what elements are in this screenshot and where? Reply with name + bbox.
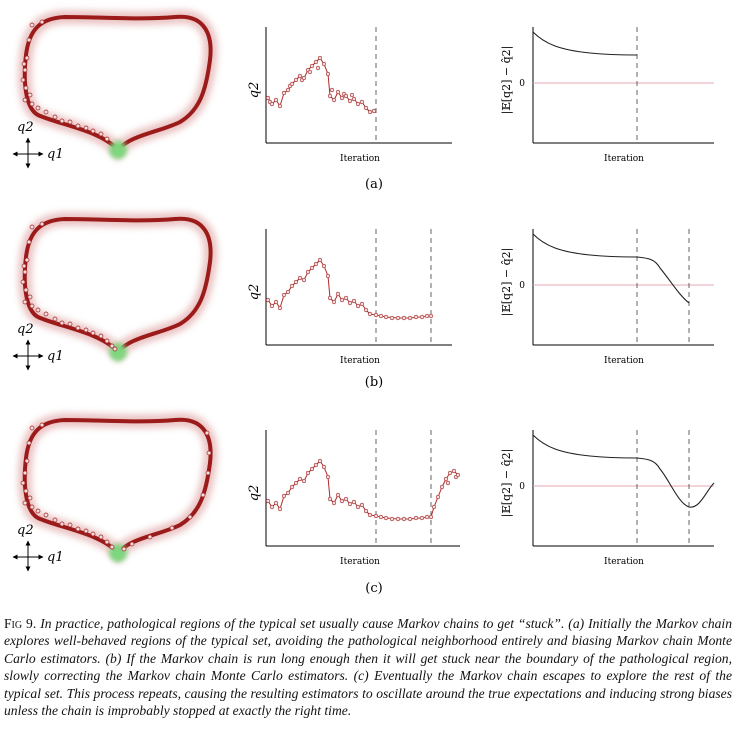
caption-text: In practice, pathological regions of the… xyxy=(4,616,732,719)
trace-samples-b xyxy=(265,257,434,321)
trace-xlabel-b: Iteration xyxy=(340,356,380,366)
panel-a: q2 q1 q2 Iteration xyxy=(12,9,714,192)
estimator-ylabel-b: |𝔼[q2] − q̂2| xyxy=(500,248,514,317)
q1-key-label: q1 xyxy=(47,147,64,162)
trace-plot-a: q2 Iteration xyxy=(247,27,452,164)
q2-key-label: q2 xyxy=(17,322,34,337)
axes-key-c: q2 q1 xyxy=(12,523,64,572)
typical-set-b: q2 q1 xyxy=(12,211,218,371)
zero-tick-a: 0 xyxy=(519,79,525,89)
estimator-ylabel-c: |𝔼[q2] − q̂2| xyxy=(500,449,514,518)
panel-c: q2 q1 q2 Iteration xyxy=(12,412,715,596)
sublabel-a: (a) xyxy=(365,177,383,192)
pathological-region-a xyxy=(109,141,127,159)
estimator-xlabel-b: Iteration xyxy=(604,356,644,366)
samples-a xyxy=(20,19,110,142)
estimator-plot-a: 0 |𝔼[q2] − q̂2| Iteration xyxy=(500,27,714,164)
figure-caption: Fig 9. In practice, pathological regions… xyxy=(4,615,732,719)
estimator-xlabel-a: Iteration xyxy=(604,154,644,164)
samples-c xyxy=(20,422,212,552)
trace-ylabel-b: q2 xyxy=(247,284,262,301)
sublabel-b: (b) xyxy=(365,375,383,390)
trace-samples-a xyxy=(265,55,377,115)
caption-label: Fig 9. xyxy=(4,616,37,631)
zero-tick-c: 0 xyxy=(519,482,525,492)
q2-key-label: q2 xyxy=(17,120,34,135)
q1-key-label: q1 xyxy=(47,349,64,364)
trace-plot-c: q2 Iteration xyxy=(247,430,461,567)
trace-xlabel-c: Iteration xyxy=(340,557,380,567)
estimator-xlabel-c: Iteration xyxy=(604,557,644,567)
typical-set-c: q2 q1 xyxy=(12,412,218,572)
q1-key-label: q1 xyxy=(47,550,64,565)
trace-ylabel-c: q2 xyxy=(247,485,262,502)
trace-plot-b: q2 Iteration xyxy=(247,229,452,366)
panel-b: q2 q1 q2 Iteration xyxy=(12,211,714,390)
trace-samples-c xyxy=(265,458,461,522)
q2-key-label: q2 xyxy=(17,523,34,538)
sublabel-c: (c) xyxy=(365,581,382,596)
axes-key-b: q2 q1 xyxy=(12,322,64,371)
estimator-plot-c: 0 |𝔼[q2] − q̂2| Iteration xyxy=(500,430,715,567)
axes-key-a: q2 q1 xyxy=(12,120,64,169)
zero-tick-b: 0 xyxy=(519,281,525,291)
figure-9: q2 q1 q2 Iteration xyxy=(12,9,715,596)
typical-set-a: q2 q1 xyxy=(12,9,218,169)
estimator-plot-b: 0 |𝔼[q2] − q̂2| Iteration xyxy=(500,229,714,366)
samples-b xyxy=(20,221,118,352)
estimator-ylabel-a: |𝔼[q2] − q̂2| xyxy=(500,46,514,115)
trace-xlabel-a: Iteration xyxy=(340,154,380,164)
trace-ylabel-a: q2 xyxy=(247,82,262,99)
